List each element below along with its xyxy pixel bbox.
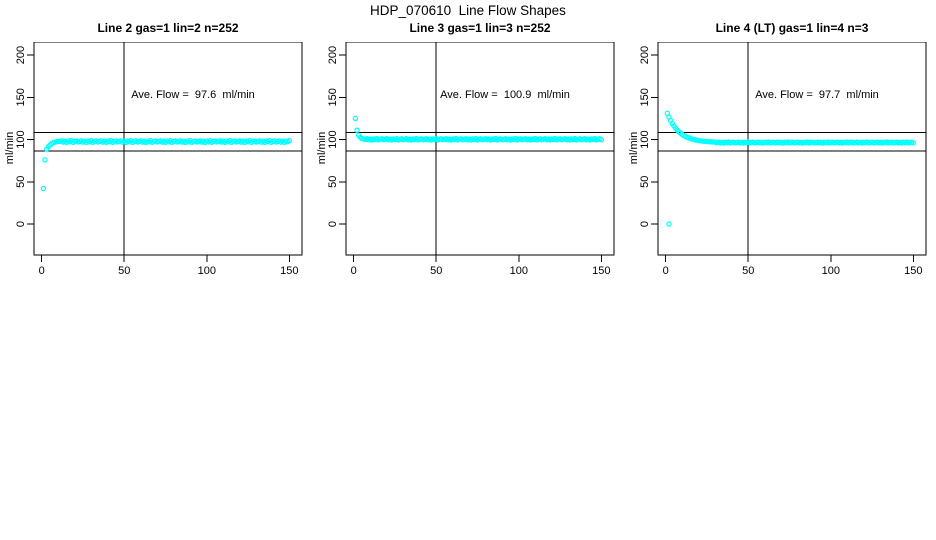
x-tick-label: 50: [430, 265, 442, 277]
figure-title: HDP_070610 Line Flow Shapes: [370, 3, 566, 18]
y-tick-label: 100: [639, 130, 651, 148]
x-tick-label: 100: [510, 265, 528, 277]
x-tick-label: 100: [822, 265, 840, 277]
panel-line-3: Line 3 gas=1 lin=3 n=252 ml/min Ave. Flo…: [312, 0, 624, 300]
plot-area: 0 50 100 150 0 50 100 150 200: [15, 42, 303, 277]
data-point: [666, 221, 672, 227]
y-tick-label: 150: [15, 88, 27, 106]
panel-title: Line 2 gas=1 lin=2 n=252: [97, 21, 239, 35]
y-tick-label: 50: [327, 176, 339, 188]
y-tick-label: 200: [15, 46, 27, 64]
y-tick-label: 50: [15, 176, 27, 188]
x-tick-label: 150: [904, 265, 922, 277]
y-tick-label: 50: [639, 176, 651, 188]
y-tick-label: 150: [639, 88, 651, 106]
y-tick-label: 200: [639, 46, 651, 64]
y-tick-label: 100: [327, 130, 339, 148]
data-point: [352, 115, 359, 122]
x-tick-label: 50: [742, 265, 754, 277]
panel-title: Line 3 gas=1 lin=3 n=252: [409, 21, 551, 35]
y-tick-label: 100: [15, 130, 27, 148]
panel-title: Line 4 (LT) gas=1 lin=4 n=3: [715, 21, 869, 35]
y-tick-label: 150: [327, 88, 339, 106]
y-tick-label: 0: [327, 221, 339, 227]
plot-frame: [345, 42, 615, 256]
x-tick-label: 150: [592, 265, 610, 277]
ave-flow-annotation: Ave. Flow = 97.6 ml/min: [131, 89, 255, 101]
ave-flow-annotation: Ave. Flow = 97.7 ml/min: [755, 89, 879, 101]
x-tick-label: 150: [280, 265, 298, 277]
panel-line-4: Line 4 (LT) gas=1 lin=4 n=3 ml/min Ave. …: [624, 0, 936, 300]
x-tick-label: 0: [351, 265, 357, 277]
y-tick-label: 200: [327, 46, 339, 64]
y-tick-label: 0: [15, 221, 27, 227]
x-tick-label: 0: [39, 265, 45, 277]
ave-flow-annotation: Ave. Flow = 100.9 ml/min: [440, 89, 570, 101]
data-point: [910, 140, 917, 146]
plot-frame: [657, 42, 927, 256]
data-point: [354, 127, 360, 133]
plot-area: 0 50 100 150 0 50 100 150 200: [639, 42, 927, 277]
x-tick-label: 100: [198, 265, 216, 277]
x-tick-label: 0: [663, 265, 669, 277]
plot-frame: [33, 42, 303, 256]
panel-line-2: Line 2 gas=1 lin=2 n=252 ml/min Ave. Flo…: [0, 0, 312, 300]
y-tick-label: 0: [639, 221, 651, 227]
data-point: [286, 137, 293, 144]
data-point: [598, 136, 605, 143]
plot-area: 0 50 100 150 0 50 100 150 200: [327, 42, 615, 277]
data-point: [42, 157, 48, 163]
data-point: [40, 185, 47, 192]
x-tick-label: 50: [118, 265, 130, 277]
